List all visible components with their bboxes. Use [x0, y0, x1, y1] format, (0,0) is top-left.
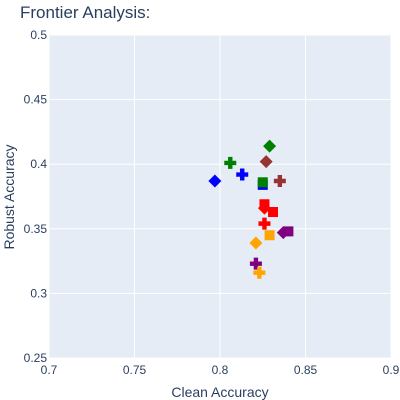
y-tick-label: 0.4: [30, 157, 47, 171]
data-points[interactable]: [208, 139, 294, 279]
grid-lines: [48, 34, 392, 359]
data-point-diamond[interactable]: [263, 139, 277, 153]
y-tick-label: 0.35: [24, 222, 48, 236]
data-point-diamond[interactable]: [208, 174, 222, 188]
chart-title: Frontier Analysis:: [20, 3, 150, 22]
x-tick-label: 0.8: [212, 363, 229, 377]
data-point-cross[interactable]: [273, 174, 286, 187]
x-tick-label: 0.7: [41, 363, 58, 377]
data-point-cross[interactable]: [224, 156, 237, 169]
y-axis-title: Robust Accuracy: [1, 144, 17, 249]
data-point-square[interactable]: [264, 230, 275, 241]
y-tick-label: 0.45: [24, 93, 48, 107]
data-point-cross[interactable]: [253, 266, 266, 279]
data-point-square[interactable]: [257, 177, 268, 188]
x-tick-label: 0.9: [383, 363, 400, 377]
data-point-square[interactable]: [268, 207, 279, 218]
data-point-cross[interactable]: [258, 217, 271, 230]
y-tick-label: 0.25: [24, 351, 48, 365]
y-tick-labels: 0.25 0.3 0.35 0.4 0.45 0.5: [24, 28, 48, 365]
data-point-diamond[interactable]: [276, 226, 290, 240]
x-tick-label: 0.85: [294, 363, 318, 377]
data-point-diamond[interactable]: [257, 201, 271, 215]
data-point-cross[interactable]: [236, 168, 249, 181]
x-axis-title: Clean Accuracy: [171, 384, 268, 400]
y-tick-label: 0.3: [30, 286, 47, 300]
data-point-diamond[interactable]: [259, 155, 273, 169]
x-tick-label: 0.75: [123, 363, 147, 377]
y-tick-label: 0.5: [30, 28, 47, 42]
data-point-cross[interactable]: [249, 257, 262, 270]
data-point-diamond[interactable]: [249, 236, 263, 250]
x-tick-labels: 0.7 0.75 0.8 0.85 0.9: [41, 363, 400, 377]
